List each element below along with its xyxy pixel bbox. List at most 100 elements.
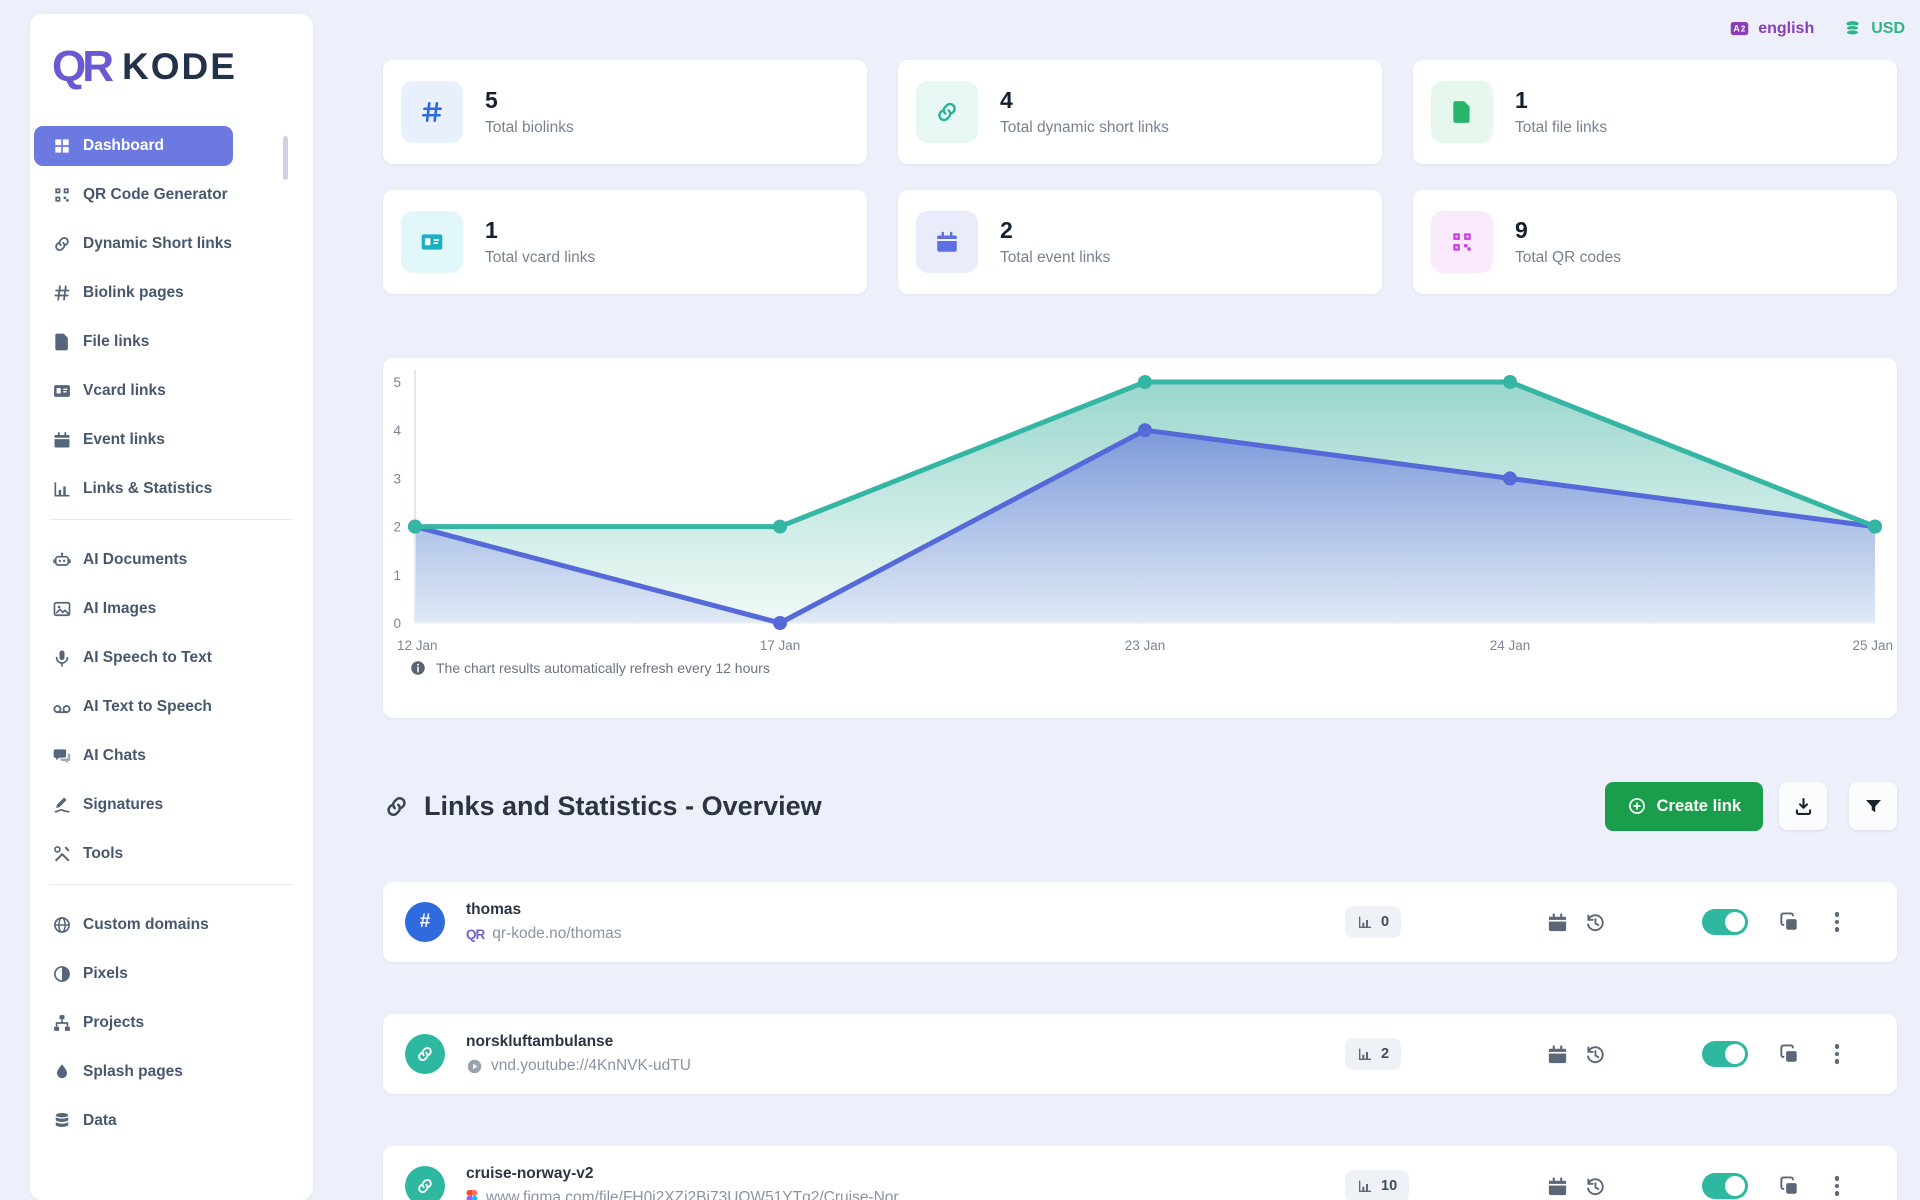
sidebar-item-ai-images[interactable]: AI Images bbox=[34, 589, 233, 629]
export-button[interactable] bbox=[1779, 782, 1827, 830]
stat-card-vcard-links: 1 Total vcard links bbox=[383, 190, 867, 294]
language-label: english bbox=[1758, 19, 1815, 37]
calendar-icon bbox=[916, 211, 978, 273]
sidebar-item-data[interactable]: Data bbox=[34, 1101, 233, 1141]
hash-icon bbox=[52, 283, 72, 303]
sidebar-divider bbox=[50, 884, 293, 885]
history-icon[interactable] bbox=[1583, 1043, 1606, 1066]
sidebar-item-signatures[interactable]: Signatures bbox=[34, 785, 233, 825]
link-row-thomas: QR# thomas QR qr-kode.no/thomas 0 bbox=[383, 882, 1897, 962]
stat-label: Total QR codes bbox=[1515, 249, 1621, 266]
stat-label: Total dynamic short links bbox=[1000, 119, 1169, 136]
sidebar-item-ai-text-to-speech[interactable]: AI Text to Speech bbox=[34, 687, 233, 727]
sidebar-item-vcard-links[interactable]: Vcard links bbox=[34, 371, 233, 411]
clicks-badge[interactable]: 2 bbox=[1345, 1038, 1402, 1070]
svg-text:24 Jan: 24 Jan bbox=[1490, 638, 1531, 653]
sidebar-item-dashboard[interactable]: Dashboard bbox=[34, 126, 233, 166]
brand-logo[interactable]: QR KODE bbox=[52, 42, 237, 92]
sidebar-item-label: AI Images bbox=[83, 600, 157, 617]
link-url: www.figma.com/file/FH0i2XZi2Bi73UQW51YTq… bbox=[466, 1189, 911, 1200]
tools-icon bbox=[52, 844, 72, 864]
sidebar-item-biolink-pages[interactable]: Biolink pages bbox=[34, 273, 233, 313]
active-toggle[interactable] bbox=[1701, 909, 1748, 935]
calendar-icon[interactable] bbox=[1546, 1175, 1569, 1198]
filter-button[interactable] bbox=[1849, 782, 1897, 830]
figma-icon bbox=[466, 1189, 478, 1200]
stat-label: Total vcard links bbox=[485, 249, 596, 266]
sidebar-item-custom-domains[interactable]: Custom domains bbox=[34, 905, 233, 945]
stat-value: 1 bbox=[485, 217, 498, 243]
clicks-badge[interactable]: 0 bbox=[1345, 906, 1402, 938]
bar-chart-icon bbox=[1359, 1180, 1371, 1192]
active-toggle[interactable] bbox=[1701, 1173, 1748, 1199]
calendar-icon[interactable] bbox=[1546, 911, 1569, 934]
link-icon bbox=[405, 1034, 445, 1074]
more-menu-icon[interactable] bbox=[1833, 1174, 1842, 1198]
history-icon[interactable] bbox=[1583, 1175, 1606, 1198]
copy-icon[interactable] bbox=[1778, 1175, 1801, 1198]
vcard-icon bbox=[52, 381, 72, 401]
sidebar: QR KODE Dashboard QR Code Generator Dyna… bbox=[30, 14, 313, 1200]
sidebar-item-projects[interactable]: Projects bbox=[34, 1003, 233, 1043]
chat-icon bbox=[52, 746, 72, 766]
stat-value: 5 bbox=[485, 87, 498, 113]
link-name: cruise-norway-v2 bbox=[466, 1165, 594, 1182]
link-icon bbox=[52, 234, 72, 254]
signature-icon bbox=[52, 795, 72, 815]
sidebar-item-tools[interactable]: Tools bbox=[34, 834, 233, 874]
sidebar-divider bbox=[50, 519, 293, 520]
sidebar-item-label: Dynamic Short links bbox=[83, 235, 233, 252]
sidebar-item-label: Pixels bbox=[83, 965, 128, 982]
info-icon bbox=[411, 661, 425, 675]
play-circle-icon bbox=[467, 1059, 482, 1073]
link-url: vnd.youtube://4KnNVK-udTU bbox=[466, 1057, 691, 1075]
sidebar-item-links-statistics[interactable]: Links & Statistics bbox=[34, 469, 233, 509]
history-icon[interactable] bbox=[1583, 911, 1606, 934]
sidebar-item-label: AI Text to Speech bbox=[83, 698, 212, 715]
image-icon bbox=[52, 599, 72, 619]
traffic-area-chart: 0 1 2 3 4 5 12 Jan 17 Jan 23 Jan 24 Jan 25 Jan bbox=[393, 370, 1893, 653]
copy-icon[interactable] bbox=[1778, 1043, 1801, 1066]
clicks-count: 0 bbox=[1381, 914, 1390, 930]
svg-text:25 Jan: 25 Jan bbox=[1852, 638, 1893, 653]
stat-value: 4 bbox=[1000, 87, 1013, 113]
qr-code-icon bbox=[1431, 211, 1493, 273]
sidebar-scrollbar[interactable] bbox=[283, 136, 288, 180]
sitemap-icon bbox=[52, 1013, 72, 1033]
clicks-count: 2 bbox=[1381, 1046, 1390, 1062]
sidebar-item-ai-documents[interactable]: AI Documents bbox=[34, 540, 233, 580]
more-menu-icon[interactable] bbox=[1833, 1042, 1842, 1066]
calendar-icon[interactable] bbox=[1546, 1043, 1569, 1066]
row-actions bbox=[1546, 1173, 1842, 1199]
svg-text:2: 2 bbox=[1741, 25, 1746, 34]
more-menu-icon[interactable] bbox=[1833, 910, 1842, 934]
sidebar-item-pixels[interactable]: Pixels bbox=[34, 954, 233, 994]
sidebar-item-splash-pages[interactable]: Splash pages bbox=[34, 1052, 233, 1092]
clicks-count: 10 bbox=[1381, 1178, 1398, 1194]
copy-icon[interactable] bbox=[1778, 911, 1801, 934]
svg-text:5: 5 bbox=[393, 375, 401, 390]
create-link-button[interactable]: Create link bbox=[1604, 781, 1763, 831]
sidebar-item-file-links[interactable]: File links bbox=[34, 322, 233, 362]
currency-selector[interactable]: USD bbox=[1842, 18, 1905, 39]
sidebar-item-qr-code-generator[interactable]: QR Code Generator bbox=[34, 175, 233, 215]
sidebar-nav: Dashboard QR Code Generator Dynamic Shor… bbox=[34, 126, 309, 1150]
sidebar-item-label: Dashboard bbox=[83, 137, 164, 154]
globe-icon bbox=[52, 915, 72, 935]
row-actions bbox=[1546, 909, 1842, 935]
sidebar-item-event-links[interactable]: Event links bbox=[34, 420, 233, 460]
clicks-badge[interactable]: 10 bbox=[1345, 1170, 1410, 1200]
sidebar-item-ai-speech-to-text[interactable]: AI Speech to Text bbox=[34, 638, 233, 678]
link-url-text: vnd.youtube://4KnNVK-udTU bbox=[491, 1057, 691, 1074]
sidebar-item-ai-chats[interactable]: AI Chats bbox=[34, 736, 233, 776]
sidebar-item-label: Custom domains bbox=[83, 916, 209, 933]
link-name: thomas bbox=[466, 901, 522, 918]
sidebar-item-dynamic-short-links[interactable]: Dynamic Short links bbox=[34, 224, 233, 264]
filter-icon bbox=[1865, 799, 1881, 812]
svg-text:12 Jan: 12 Jan bbox=[397, 638, 438, 653]
stat-label: Total event links bbox=[1000, 249, 1111, 266]
active-toggle[interactable] bbox=[1701, 1041, 1748, 1067]
svg-text:23 Jan: 23 Jan bbox=[1125, 638, 1166, 653]
